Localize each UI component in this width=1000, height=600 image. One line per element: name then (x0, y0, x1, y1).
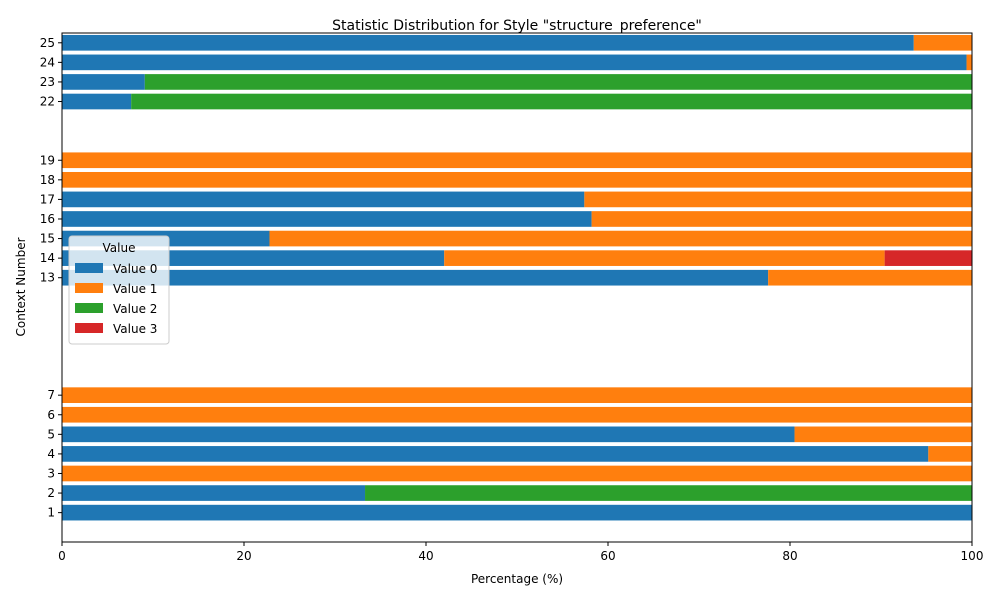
bar-context-5-value-0 (62, 426, 795, 443)
bar-context-16-value-1 (591, 211, 972, 227)
x-tick-label: 40 (418, 549, 433, 563)
legend-swatch (75, 323, 103, 333)
y-tick-label: 6 (47, 408, 55, 422)
bar-context-17-value-1 (584, 191, 972, 208)
legend-swatch (75, 283, 103, 293)
x-tick-label: 100 (961, 549, 984, 563)
bar-context-14-value-1 (444, 250, 885, 266)
bar-context-15-value-1 (269, 230, 973, 247)
bar-context-4-value-0 (62, 446, 929, 462)
bar-context-2-value-2 (365, 485, 972, 501)
legend-label: Value 0 (113, 262, 157, 276)
y-tick-label: 24 (40, 55, 55, 69)
x-tick-label: 20 (236, 549, 251, 563)
bar-context-7-value-1 (62, 387, 972, 404)
x-tick-label: 60 (600, 549, 615, 563)
legend-title: Value (103, 241, 136, 255)
bar-context-19-value-1 (62, 152, 972, 169)
y-tick-label: 17 (40, 192, 55, 206)
y-tick-label: 13 (40, 271, 55, 285)
y-tick-label: 15 (40, 232, 55, 246)
y-tick-label: 7 (47, 388, 55, 402)
y-tick-label: 4 (47, 447, 55, 461)
legend-label: Value 3 (113, 322, 157, 336)
y-tick-label: 23 (40, 75, 55, 89)
bar-context-14-value-3 (884, 250, 972, 266)
bar-context-13-value-1 (768, 269, 972, 286)
bar-context-17-value-0 (62, 191, 585, 208)
bar-context-22-value-0 (62, 93, 132, 110)
y-tick-label: 5 (47, 427, 55, 441)
bar-context-23-value-0 (62, 74, 145, 90)
bar-context-13-value-0 (62, 269, 769, 286)
y-tick-label: 16 (40, 212, 55, 226)
bar-context-2-value-0 (62, 485, 366, 501)
x-axis-label: Percentage (%) (471, 572, 563, 586)
y-tick-label: 25 (40, 36, 55, 50)
y-tick-label: 2 (47, 486, 55, 500)
y-tick-label: 3 (47, 466, 55, 480)
legend-swatch (75, 263, 103, 273)
legend-label: Value 2 (113, 302, 157, 316)
bar-context-18-value-1 (62, 171, 972, 188)
bar-context-6-value-1 (62, 406, 972, 423)
bar-context-22-value-2 (131, 93, 972, 110)
y-tick-label: 18 (40, 173, 55, 187)
bar-context-24-value-0 (62, 54, 967, 71)
bar-context-3-value-1 (62, 465, 972, 482)
bar-context-25-value-1 (913, 34, 972, 51)
bar-context-25-value-0 (62, 34, 914, 51)
bar-context-23-value-2 (144, 74, 972, 90)
bar-context-5-value-1 (794, 426, 972, 443)
bar-context-16-value-0 (62, 211, 592, 227)
x-tick-label: 0 (58, 549, 66, 563)
y-tick-label: 19 (40, 153, 55, 167)
y-tick-label: 22 (40, 95, 55, 109)
legend: Value Value 0 Value 1 Value 2 Value 3 (68, 235, 170, 345)
y-axis-label: Context Number (14, 237, 28, 336)
legend-label: Value 1 (113, 282, 157, 296)
y-tick-label: 1 (47, 506, 55, 520)
plot-frame (61, 32, 973, 543)
x-tick-label: 80 (782, 549, 797, 563)
bar-context-1-value-0 (62, 504, 972, 521)
chart-title: Statistic Distribution for Style "struct… (332, 18, 702, 34)
bar-context-24-value-1 (966, 54, 972, 71)
legend-swatch (75, 303, 103, 313)
bar-context-4-value-1 (928, 446, 972, 462)
x-ticks-group: 0 20 40 60 80 100 (58, 542, 983, 563)
y-tick-label: 14 (40, 251, 55, 265)
bars-group (62, 34, 973, 521)
